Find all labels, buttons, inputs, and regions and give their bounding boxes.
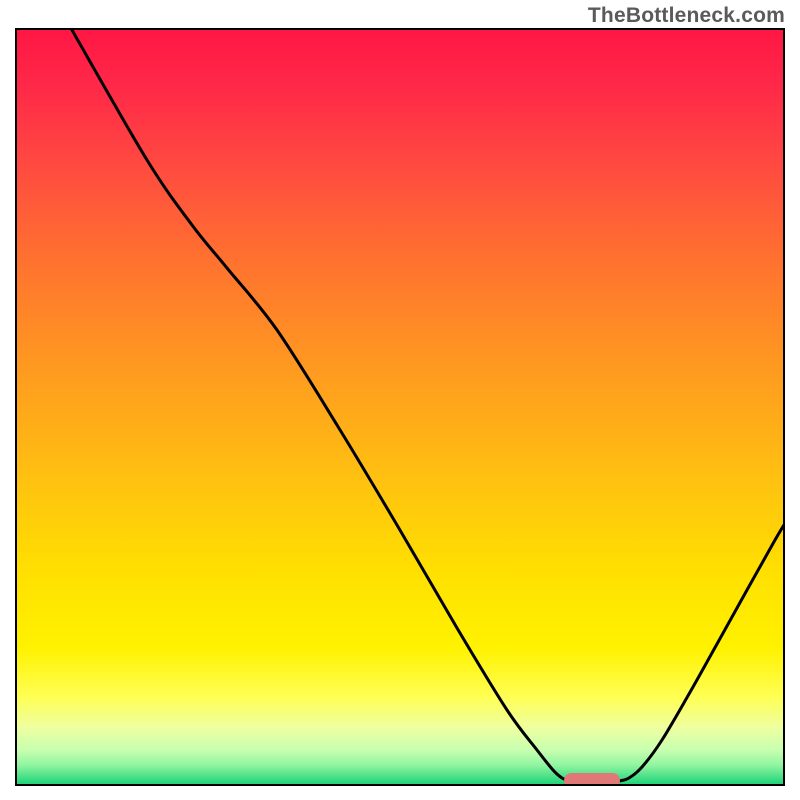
chart-curve-svg [17, 30, 785, 786]
watermark-text: TheBottleneck.com [588, 4, 785, 28]
chart-plot-area [15, 28, 785, 786]
optimal-marker [564, 773, 620, 787]
bottleneck-curve [72, 30, 785, 782]
